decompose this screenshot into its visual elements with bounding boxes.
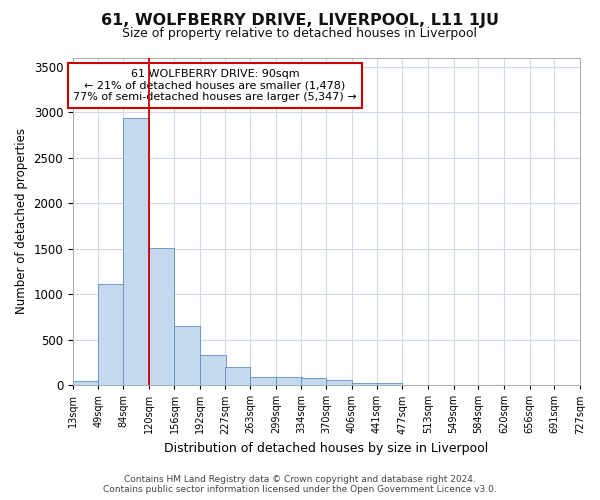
Bar	[377, 384, 403, 385]
Bar	[225, 368, 250, 385]
Text: Size of property relative to detached houses in Liverpool: Size of property relative to detached ho…	[122, 28, 478, 40]
X-axis label: Distribution of detached houses by size in Liverpool: Distribution of detached houses by size …	[164, 442, 488, 455]
Text: 61 WOLFBERRY DRIVE: 90sqm
← 21% of detached houses are smaller (1,478)
77% of se: 61 WOLFBERRY DRIVE: 90sqm ← 21% of detac…	[73, 69, 357, 102]
Bar	[326, 380, 352, 385]
Bar	[98, 284, 124, 385]
Bar	[73, 381, 98, 385]
Text: Contains HM Land Registry data © Crown copyright and database right 2024.
Contai: Contains HM Land Registry data © Crown c…	[103, 474, 497, 494]
Y-axis label: Number of detached properties: Number of detached properties	[15, 128, 28, 314]
Bar	[200, 354, 226, 385]
Text: 61, WOLFBERRY DRIVE, LIVERPOOL, L11 1JU: 61, WOLFBERRY DRIVE, LIVERPOOL, L11 1JU	[101, 12, 499, 28]
Bar	[175, 326, 200, 385]
Bar	[124, 118, 149, 385]
Bar	[276, 377, 302, 385]
Bar	[301, 378, 326, 385]
Bar	[352, 382, 377, 385]
Bar	[250, 377, 276, 385]
Bar	[149, 248, 175, 385]
